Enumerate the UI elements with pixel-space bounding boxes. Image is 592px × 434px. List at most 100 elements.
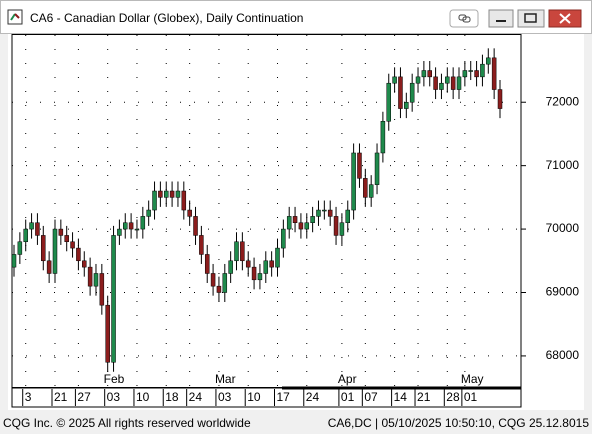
candle-body <box>368 184 374 198</box>
candle-body <box>445 76 450 84</box>
x-tick-label: 14 <box>394 390 408 404</box>
x-tick-label: 07 <box>364 390 378 404</box>
app-icon <box>7 9 23 25</box>
x-tick-label: 03 <box>107 390 121 404</box>
candle-body <box>52 228 58 274</box>
close-button[interactable] <box>548 9 582 28</box>
candle-body <box>11 254 17 268</box>
x-tick-label: 24 <box>189 390 203 404</box>
candle-body <box>486 57 491 65</box>
candle-body <box>263 260 269 274</box>
candle-body <box>275 247 280 268</box>
candle-body <box>228 260 233 274</box>
y-tick-label: 69000 <box>546 285 580 299</box>
candle-body <box>17 241 23 255</box>
candle-body <box>234 241 239 262</box>
candle-body <box>222 273 228 293</box>
candle-body <box>427 70 432 78</box>
minimize-button[interactable] <box>488 9 514 28</box>
candle-body <box>152 190 157 211</box>
x-tick-label: 18 <box>165 390 179 404</box>
candle-body <box>187 209 192 217</box>
candle-body <box>58 228 64 236</box>
candle-body <box>105 304 110 363</box>
candle-body <box>286 216 292 230</box>
candle-body <box>111 235 116 363</box>
candle-body <box>41 235 46 262</box>
candle-body <box>163 190 169 198</box>
candle-body <box>468 70 473 72</box>
month-label: May <box>461 372 484 386</box>
candle-body <box>433 76 438 90</box>
candle-body <box>158 190 163 198</box>
candle-body <box>199 235 204 255</box>
candle-body <box>245 260 251 268</box>
candle-body <box>123 222 128 230</box>
x-tick-label: 01 <box>341 390 355 404</box>
candle-body <box>327 209 333 217</box>
candle-body <box>339 222 345 236</box>
candle-body <box>392 76 397 84</box>
candle-body <box>134 228 140 231</box>
y-tick-label: 72000 <box>546 94 580 108</box>
month-label: Mar <box>215 372 236 386</box>
x-tick-label: 01 <box>464 390 478 404</box>
candle-body <box>257 273 263 281</box>
candle-body <box>480 63 485 78</box>
candle-body <box>316 209 321 217</box>
candle-body <box>456 76 462 90</box>
candle-body <box>415 76 421 84</box>
candle-body <box>210 273 216 287</box>
candle-body <box>93 273 99 287</box>
candle-body <box>386 82 391 122</box>
candle-body <box>304 222 310 230</box>
link-button[interactable] <box>449 9 479 28</box>
candle-body <box>421 70 427 78</box>
candle-body <box>474 70 479 78</box>
candle-body <box>363 178 368 198</box>
candle-body <box>345 209 351 223</box>
candle-body <box>298 222 304 230</box>
candle-body <box>292 216 298 223</box>
candle-body <box>322 209 327 212</box>
candle-body <box>462 70 468 78</box>
candle-body <box>64 235 69 243</box>
candle-body <box>497 89 503 109</box>
candle-body <box>99 273 105 306</box>
month-label: Feb <box>104 372 125 386</box>
x-tick-label: 24 <box>306 390 320 404</box>
window-title: CA6 - Canadian Dollar (Globex), Daily Co… <box>30 11 303 25</box>
candle-body <box>46 260 52 274</box>
footer-left: CQG Inc. © 2025 All rights reserved worl… <box>3 416 251 430</box>
x-tick-label: 03 <box>218 390 232 404</box>
candle-body <box>146 209 151 217</box>
candle-body <box>251 266 257 281</box>
candle-body <box>204 254 210 274</box>
x-tick-label: 21 <box>417 390 431 404</box>
candle-body <box>35 222 40 236</box>
candle-body <box>351 152 356 211</box>
y-tick-label: 68000 <box>546 348 580 362</box>
x-tick-label: 10 <box>247 390 261 404</box>
footer-right: CA6,DC | 05/10/2025 10:50:10, CQG 25.12.… <box>328 416 590 430</box>
candle-body <box>333 216 339 236</box>
candle-body <box>281 228 286 249</box>
maximize-button[interactable] <box>517 9 545 28</box>
candle-body <box>216 285 222 293</box>
candle-body <box>193 216 198 236</box>
x-tick-label: 10 <box>136 390 150 404</box>
candle-body <box>128 222 134 230</box>
plot: 68000 69000 70000 71000 72000 3 21 27 03 10 18 24 03… <box>11 35 580 406</box>
x-tick-label: 3 <box>25 390 32 404</box>
candle-body <box>169 190 175 198</box>
month-label: Apr <box>338 372 357 386</box>
candle-body <box>240 241 245 262</box>
y-tick-label: 70000 <box>546 221 580 235</box>
candle-body <box>269 260 274 268</box>
candle-body <box>404 101 409 109</box>
candle-body <box>82 260 87 268</box>
plot-area <box>11 34 522 388</box>
candle-body <box>70 241 75 249</box>
